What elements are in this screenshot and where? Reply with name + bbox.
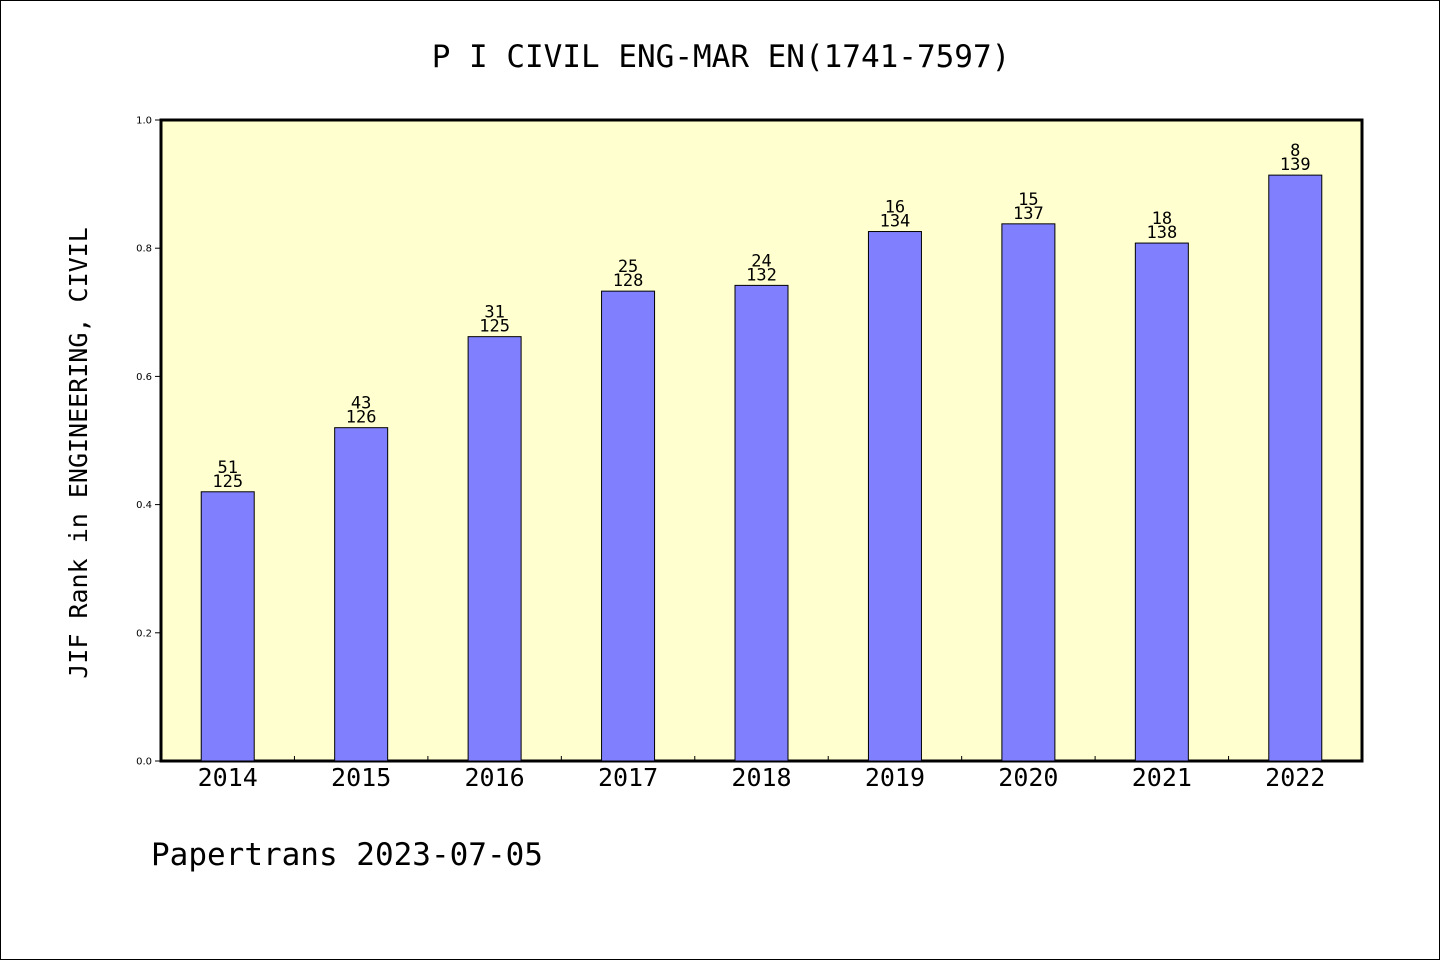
bar-rank-label: 15	[1018, 190, 1038, 210]
x-tick-label: 2021	[1132, 763, 1192, 792]
bars	[200, 174, 1323, 762]
y-tick-label: 1.0	[136, 116, 152, 127]
bar-total-label: 125	[212, 472, 243, 492]
y-axis: 0.0 0.2 0.4 0.6 0.8 1.0	[136, 116, 161, 768]
y-tick-label: 0.8	[136, 244, 152, 255]
bar-2014	[200, 491, 255, 762]
bar-rank-label: 43	[351, 394, 371, 414]
footer-text: Papertrans 2023-07-05	[151, 837, 543, 873]
bar-total-label: 128	[613, 271, 644, 291]
bar-total-label: 139	[1280, 155, 1311, 175]
bar-rank-label: 31	[484, 303, 504, 323]
bar-2017	[601, 290, 656, 762]
x-tick-label: 2014	[198, 763, 258, 792]
x-tick-label: 2018	[731, 763, 791, 792]
x-tick-label: 2017	[598, 763, 658, 792]
x-tick-label: 2015	[331, 763, 391, 792]
y-tick-label: 0.0	[136, 757, 152, 768]
x-tick-label: 2020	[998, 763, 1058, 792]
bar-2020	[1001, 223, 1056, 762]
bar-2019	[867, 231, 922, 762]
bar-total-label: 125	[479, 317, 510, 337]
x-tick-label: 2016	[465, 763, 525, 792]
x-axis: 2014 2015 2016 2017 2018 2019 2020 2021 2022	[198, 756, 1325, 792]
chart-title: P I CIVIL ENG-MAR EN(1741-7597)	[432, 39, 1011, 75]
bar-rank-label: 8	[1290, 141, 1300, 161]
y-tick-label: 0.4	[136, 500, 152, 511]
bar-rank-label: 16	[885, 198, 905, 218]
bar-2015	[334, 427, 389, 762]
bar-total-label: 138	[1146, 223, 1177, 243]
bar-rank-label: 18	[1152, 209, 1172, 229]
y-tick-label: 0.2	[136, 628, 152, 639]
y-axis-label: JIF Rank in ENGINEERING, CIVIL	[64, 227, 93, 679]
bar-rank-label: 24	[751, 251, 771, 271]
bar-total-label: 137	[1013, 204, 1044, 224]
bar-rank-label: 25	[618, 257, 638, 277]
bar-rank-label: 51	[217, 458, 237, 478]
bar-total-label: 132	[746, 265, 777, 285]
bar-total-label: 126	[346, 408, 377, 428]
bar-2022	[1268, 174, 1323, 762]
bar-2021	[1134, 242, 1189, 762]
y-tick-label: 0.6	[136, 372, 152, 383]
bar-2016	[467, 336, 522, 762]
x-tick-label: 2022	[1265, 763, 1325, 792]
bar-2018	[734, 284, 789, 762]
bar-total-label: 134	[880, 212, 911, 232]
x-tick-label: 2019	[865, 763, 925, 792]
